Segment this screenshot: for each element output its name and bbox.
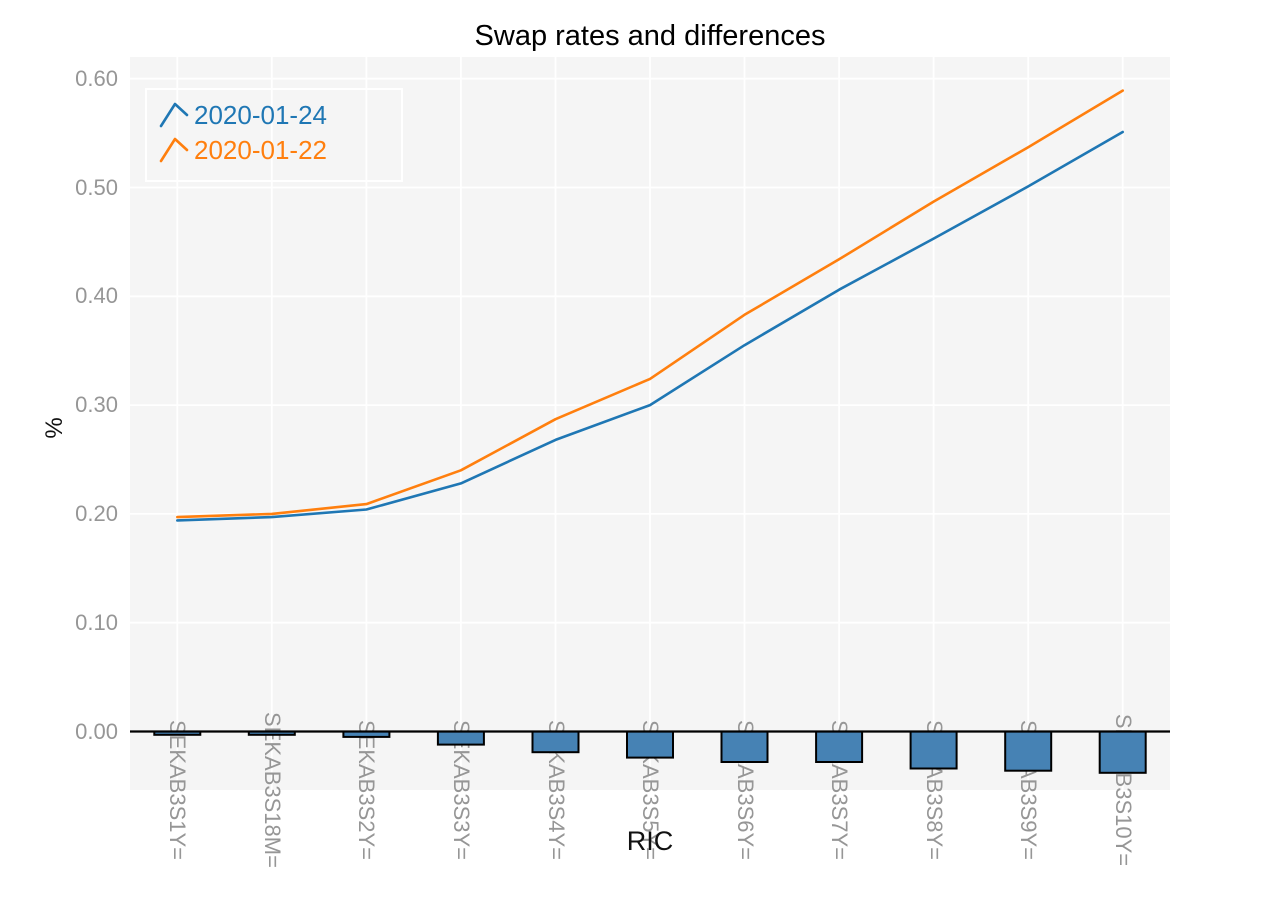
- y-axis-label: %: [41, 417, 68, 439]
- y-tick-label: 0.10: [75, 609, 118, 635]
- line-sample-icon: [159, 102, 189, 127]
- legend-item-label: 2020-01-22: [194, 134, 327, 165]
- legend-item: 2020-01-24: [159, 97, 401, 132]
- legend-item-label: 2020-01-24: [194, 99, 327, 130]
- chart-title: Swap rates and differences: [474, 20, 826, 52]
- y-tick-label: 0.60: [75, 65, 118, 91]
- legend: 2020-01-24 2020-01-22: [145, 88, 403, 182]
- y-tick-label: 0.40: [75, 283, 118, 309]
- y-tick-label: 0.50: [75, 174, 118, 200]
- legend-item: 2020-01-22: [159, 132, 401, 167]
- y-tick-label: 0.20: [75, 500, 118, 526]
- line-sample-icon: [159, 137, 189, 162]
- x-axis-label: RIC: [626, 826, 674, 856]
- y-tick-label: 0.30: [75, 392, 118, 418]
- y-tick-label: 0.00: [75, 718, 118, 744]
